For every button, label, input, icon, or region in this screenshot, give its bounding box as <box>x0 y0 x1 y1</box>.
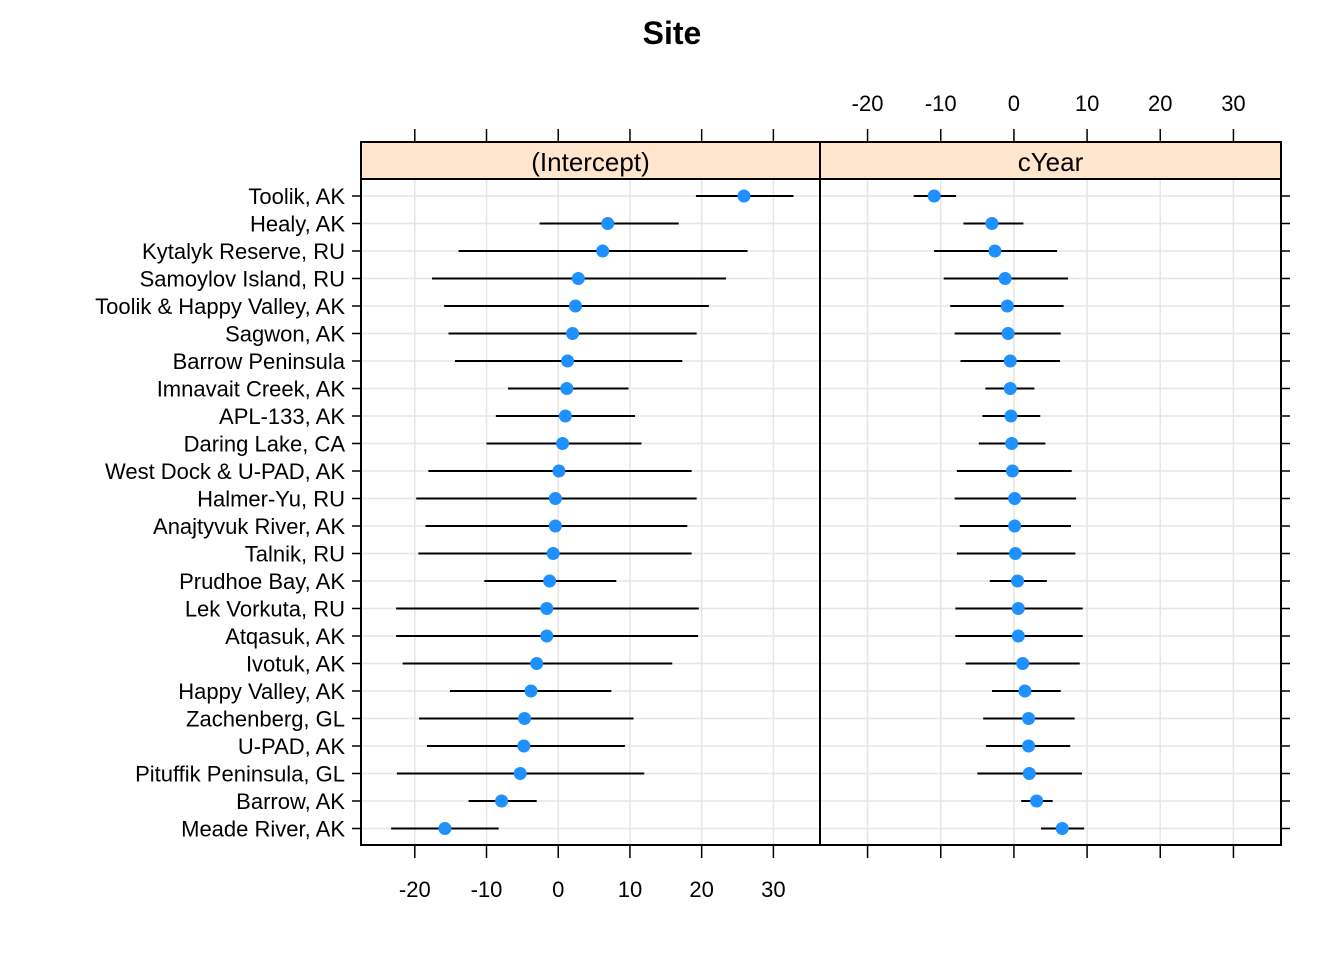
estimate-point <box>1016 657 1030 670</box>
estimate-point <box>571 272 585 285</box>
estimate-point <box>530 657 544 670</box>
y-tick-label-site: Talnik, RU <box>245 542 345 567</box>
estimate-point <box>1055 822 1069 835</box>
x-tick-label-top: 30 <box>1221 91 1245 116</box>
y-tick-label-site: Anajtyvuk River, AK <box>153 514 345 539</box>
estimate-point <box>1011 602 1025 615</box>
y-tick-label-site: Atqasuk, AK <box>225 624 345 649</box>
estimate-point <box>438 822 452 835</box>
x-tick-label-bottom: -20 <box>399 877 431 902</box>
x-tick-label-top: 20 <box>1148 91 1172 116</box>
y-tick-label-site: APL-133, AK <box>219 404 345 429</box>
y-tick-label-site: Barrow, AK <box>236 789 345 814</box>
y-tick-label-site: Meade River, AK <box>181 817 345 842</box>
y-tick-label-site: Kytalyk Reserve, RU <box>142 239 345 264</box>
estimate-point <box>1011 629 1025 643</box>
x-tick-label-bottom: 20 <box>689 877 713 902</box>
y-tick-label-site: Sagwon, AK <box>225 322 345 347</box>
plot-area: (Intercept) -20 -10 0 10 20 30 cYear -20 -10 0 10 20… <box>95 91 1290 902</box>
estimate-point <box>596 244 610 258</box>
y-tick-label-site: Imnavait Creek, AK <box>157 377 346 402</box>
estimate-point <box>1000 299 1014 313</box>
y-tick-label-site: Toolik & Happy Valley, AK <box>95 294 345 319</box>
estimate-point <box>540 602 554 615</box>
estimate-point <box>1008 492 1022 505</box>
estimate-point <box>1005 437 1019 450</box>
estimate-point <box>566 327 580 340</box>
estimate-point <box>495 794 509 808</box>
estimate-point <box>552 464 566 478</box>
y-tick-label-site: Toolik, AK <box>248 184 345 209</box>
y-tick-label-site: U-PAD, AK <box>238 734 346 759</box>
y-tick-label-site: Zachenberg, GL <box>186 707 345 732</box>
estimate-point <box>1022 712 1036 725</box>
x-tick-label-top: 10 <box>1075 91 1099 116</box>
estimate-point <box>561 354 575 368</box>
estimate-point <box>1008 547 1022 560</box>
y-tick-label-site: Halmer-Yu, RU <box>197 487 345 512</box>
estimate-point <box>1001 327 1015 340</box>
y-tick-label-site: Pituffik Peninsula, GL <box>135 762 345 787</box>
x-tick-label-top: -10 <box>925 91 957 116</box>
estimate-point <box>568 299 582 313</box>
estimate-point <box>558 409 572 423</box>
panel-strip <box>360 141 821 180</box>
x-tick-label-bottom: 10 <box>618 877 642 902</box>
estimate-point <box>1018 684 1032 698</box>
x-tick-label-bottom: -10 <box>471 877 503 902</box>
panel-strip <box>819 141 1282 180</box>
y-tick-label-site: Daring Lake, CA <box>184 432 346 457</box>
estimate-point <box>548 519 562 533</box>
x-tick-label-bottom: 30 <box>761 877 785 902</box>
estimate-point <box>1005 464 1019 478</box>
panel-strip-label: (Intercept) <box>531 147 650 177</box>
estimate-point <box>1022 767 1036 780</box>
estimate-point <box>737 189 751 203</box>
estimate-point <box>560 382 574 395</box>
estimate-point <box>548 492 562 505</box>
estimate-point <box>1008 519 1022 533</box>
y-tick-label-site: Healy, AK <box>250 212 345 237</box>
estimate-point <box>601 217 615 230</box>
x-tick-label-top: -20 <box>852 91 884 116</box>
estimate-point <box>524 684 538 698</box>
estimate-point <box>1003 354 1017 368</box>
estimate-point <box>927 189 941 203</box>
estimate-point <box>988 244 1002 258</box>
y-tick-label-site: Lek Vorkuta, RU <box>185 597 345 622</box>
y-tick-label-site: Barrow Peninsula <box>173 349 346 374</box>
estimate-point <box>513 767 527 780</box>
estimate-point <box>517 739 531 753</box>
y-tick-label-site: West Dock & U-PAD, AK <box>105 459 345 484</box>
estimate-point <box>1030 794 1044 808</box>
x-tick-label-top: 0 <box>1008 91 1020 116</box>
chart-title: Site <box>643 15 702 51</box>
x-tick-label-bottom: 0 <box>552 877 564 902</box>
y-tick-label-site: Happy Valley, AK <box>178 679 345 704</box>
estimate-point <box>546 547 560 560</box>
estimate-point <box>998 272 1012 285</box>
panel-border <box>819 178 1282 846</box>
estimate-point <box>556 437 570 450</box>
estimate-point <box>543 574 557 588</box>
estimate-point <box>1004 409 1018 423</box>
estimate-point <box>985 217 999 230</box>
y-tick-label-site: Samoylov Island, RU <box>140 267 345 292</box>
estimate-point <box>1003 382 1017 395</box>
estimate-point <box>1011 574 1025 588</box>
estimate-point <box>540 629 554 643</box>
estimate-point <box>518 712 532 725</box>
estimate-point <box>1022 739 1036 753</box>
y-tick-label-site: Ivotuk, AK <box>246 652 345 677</box>
panel-strip-label: cYear <box>1018 147 1084 177</box>
y-tick-label-site: Prudhoe Bay, AK <box>179 569 345 594</box>
